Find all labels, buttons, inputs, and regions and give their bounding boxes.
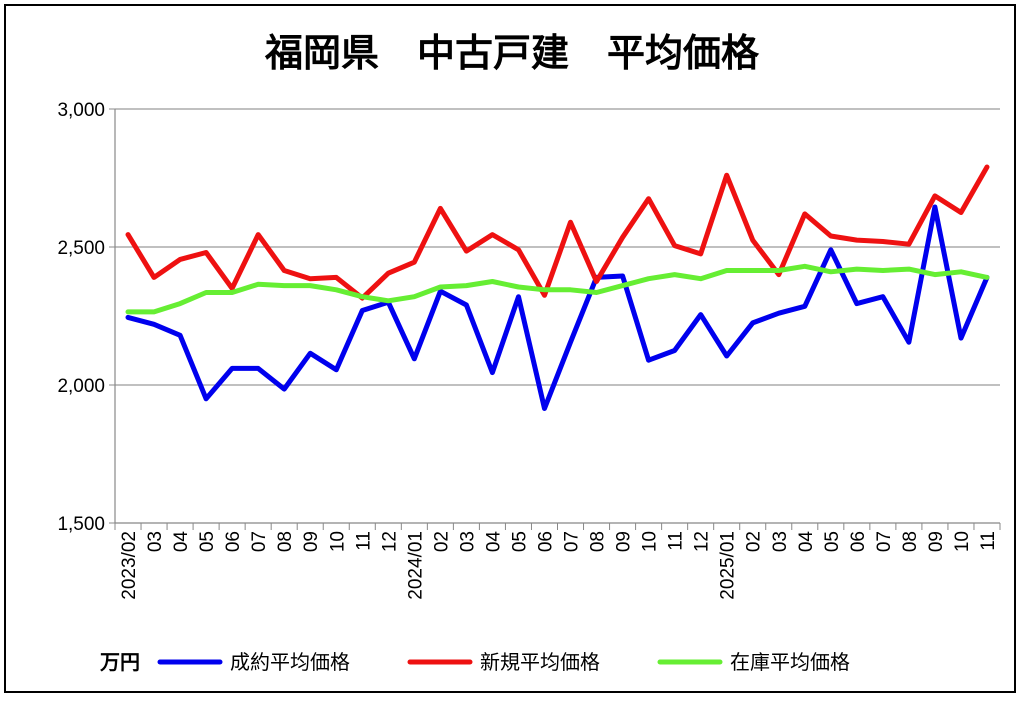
x-tick-label: 05 [197,531,218,552]
x-tick-label: 08 [588,531,609,552]
y-tick-label: 2,000 [57,376,105,397]
x-tick-label: 10 [952,531,973,552]
chart-title: 福岡県 中古戸建 平均価格 [264,31,760,75]
x-tick-label: 10 [327,531,348,552]
x-tick-label: 11 [353,531,374,551]
grid-lines [109,108,1000,524]
x-tick-label: 10 [640,531,661,552]
x-tick-label: 06 [535,531,556,552]
x-tick-label: 06 [848,531,869,552]
legend-label: 成約平均価格 [230,650,350,674]
x-tick-label: 02 [744,531,765,552]
x-tick-label: 08 [900,531,921,552]
y-tick-label: 1,500 [57,514,105,535]
series-lines [125,164,990,411]
x-tick-label: 07 [249,531,270,552]
x-tick-label: 05 [509,531,530,552]
x-tick-label: 2024/01 [405,531,426,600]
x-axis-ticks: 2023/02 03 04 05 06 07 08 09 10 11 12 2024/01 02 03 04… [119,531,999,600]
x-tick-label: 04 [171,531,192,553]
series-line-2 [125,164,990,301]
x-tick-label: 03 [770,531,791,552]
series-line-3 [125,263,990,315]
x-tick-label: 11 [978,531,999,551]
legend-label: 新規平均価格 [480,650,600,674]
x-tick-label: 11 [666,531,687,551]
y-tick-label: 2,500 [57,238,105,259]
x-tick-label: 12 [692,531,713,552]
legend: 万円 成約平均価格 新規平均価格 在庫平均価格 [99,650,850,674]
x-tick-label: 09 [614,531,635,552]
x-axis [114,109,1001,530]
unit-label: 万円 [99,650,140,674]
x-tick-label: 12 [379,531,400,552]
x-tick-label: 2025/01 [718,531,739,600]
y-axis-ticks: 1,500 2,000 2,500 3,000 [57,100,105,535]
x-tick-label: 06 [223,531,244,552]
x-tick-label: 08 [275,531,296,552]
y-tick-label: 3,000 [57,100,105,121]
x-tick-label: 03 [145,531,166,552]
x-tick-label: 04 [796,531,817,553]
x-tick-label: 07 [874,531,895,552]
legend-label: 在庫平均価格 [730,650,850,674]
x-tick-label: 09 [301,531,322,552]
series-line-1 [125,204,990,411]
x-tick-label: 02 [431,531,452,552]
x-tick-label: 2023/02 [119,531,140,600]
x-tick-label: 05 [822,531,843,552]
x-tick-label: 07 [562,531,583,552]
x-tick-label: 09 [926,531,947,552]
x-tick-label: 03 [457,531,478,552]
chart-frame [4,4,1016,693]
x-tick-label: 04 [483,531,504,553]
